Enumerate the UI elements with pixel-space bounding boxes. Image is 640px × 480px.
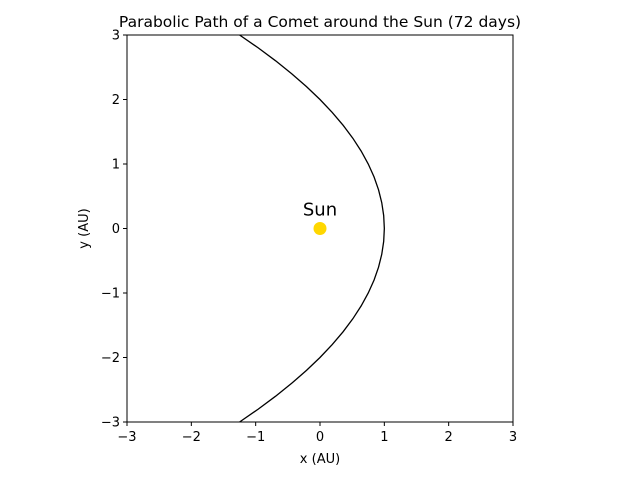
sun-annotation: Sun xyxy=(303,200,337,221)
sun-marker xyxy=(313,222,327,235)
plot-area: Sun xyxy=(239,34,385,423)
x-axis-label: x (AU) xyxy=(300,452,340,467)
y-tick-label: −1 xyxy=(101,287,120,302)
comet-path-line xyxy=(239,34,385,423)
x-tick-label: 1 xyxy=(380,430,388,445)
x-tick-label: 0 xyxy=(316,430,324,445)
y-tick-label: 3 xyxy=(112,29,120,44)
y-tick-label: 2 xyxy=(112,93,120,108)
x-tick-label: −2 xyxy=(182,430,201,445)
y-tick-label: 0 xyxy=(112,222,120,237)
y-tick-label: −2 xyxy=(101,351,120,366)
x-tick-label: −3 xyxy=(117,430,136,445)
y-axis-label: y (AU) xyxy=(77,208,92,248)
x-tick-label: −1 xyxy=(246,430,265,445)
y-tick-label: −3 xyxy=(101,416,120,431)
ticks: −3 −2 −1 0 1 2 3 −3 −2 −1 0 1 2 3 xyxy=(101,29,517,446)
x-tick-label: 3 xyxy=(509,430,517,445)
y-tick-label: 1 xyxy=(112,158,120,173)
chart-title: Parabolic Path of a Comet around the Sun… xyxy=(119,13,521,31)
x-tick-label: 2 xyxy=(445,430,453,445)
